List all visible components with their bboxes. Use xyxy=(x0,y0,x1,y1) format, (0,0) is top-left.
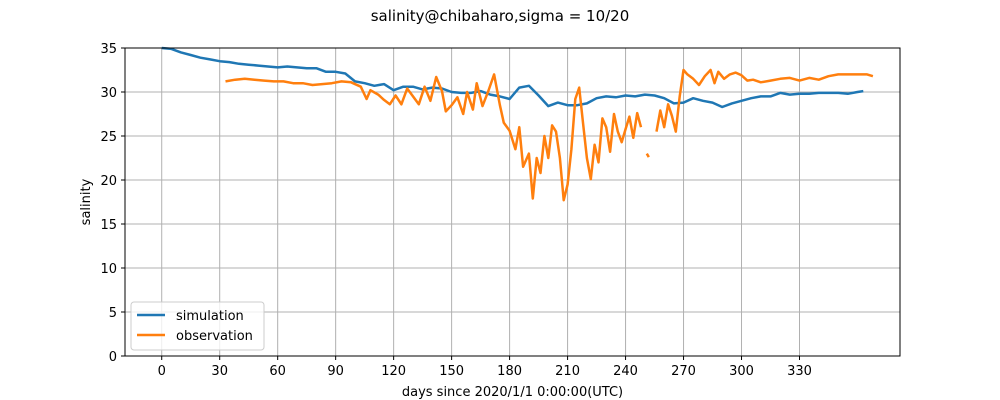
series-line-simulation xyxy=(161,46,864,109)
y-tick-label: 30 xyxy=(100,86,117,101)
x-axis-label: days since 2020/1/1 0:00:00(UTC) xyxy=(402,385,623,400)
y-tick-label: 5 xyxy=(109,306,117,321)
series-line-observation xyxy=(225,68,874,202)
x-tick-label: 240 xyxy=(613,364,638,379)
x-tick-label: 300 xyxy=(729,364,754,379)
x-tick-label: 270 xyxy=(671,364,696,379)
x-tick-label: 90 xyxy=(327,364,344,379)
x-tick-label: 180 xyxy=(497,364,522,379)
legend: simulation observation xyxy=(130,301,265,351)
y-tick-label: 20 xyxy=(100,174,117,189)
x-tick-label: 330 xyxy=(787,364,812,379)
y-tick-label: 25 xyxy=(100,130,117,145)
x-tick-label: 60 xyxy=(269,364,286,379)
plot-frame xyxy=(124,47,901,357)
y-tick-label: 35 xyxy=(100,42,117,57)
x-tick-label: 0 xyxy=(158,364,166,379)
chart-title: salinity@chibaharo,sigma = 10/20 xyxy=(371,7,630,25)
legend-label-observation: observation xyxy=(176,329,253,344)
x-tick-label: 210 xyxy=(555,364,580,379)
x-tick-label: 120 xyxy=(381,364,406,379)
y-axis-label: salinity xyxy=(79,178,94,225)
y-tick-label: 10 xyxy=(100,262,117,277)
y-tick-label: 15 xyxy=(100,218,117,233)
series-lines xyxy=(161,46,874,202)
axis-ticks: 0 30 60 90 120 150 180 210 240 270 300 330 0 5 10 15 20 2… xyxy=(100,42,811,379)
x-tick-label: 30 xyxy=(211,364,228,379)
legend-label-simulation: simulation xyxy=(176,309,244,324)
y-tick-label: 0 xyxy=(109,350,117,365)
x-tick-label: 150 xyxy=(439,364,464,379)
